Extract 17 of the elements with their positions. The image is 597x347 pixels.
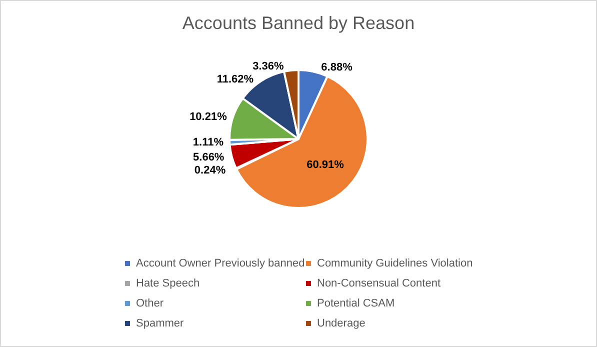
- data-label: 5.66%: [193, 152, 224, 164]
- legend-label: Non-Consensual Content: [317, 278, 441, 290]
- data-label: 60.91%: [306, 159, 344, 172]
- data-label: 6.88%: [321, 62, 353, 74]
- data-label: 11.62%: [216, 73, 254, 86]
- legend-label: Potential CSAM: [317, 298, 395, 310]
- legend-label: Community Guidelines Violation: [317, 258, 473, 270]
- legend-label: Spammer: [136, 318, 184, 330]
- data-label: 3.36%: [252, 60, 284, 72]
- data-label: 0.24%: [194, 164, 226, 177]
- legend-label: Hate Speech: [136, 278, 200, 290]
- legend-label: Other: [136, 298, 164, 310]
- legend-label: Underage: [317, 318, 366, 330]
- chart-title: Accounts Banned by Reason: [182, 13, 415, 33]
- data-label: 1.11%: [192, 136, 224, 148]
- data-label: 10.21%: [190, 110, 228, 123]
- legend-label: Account Owner Previously banned: [136, 258, 305, 270]
